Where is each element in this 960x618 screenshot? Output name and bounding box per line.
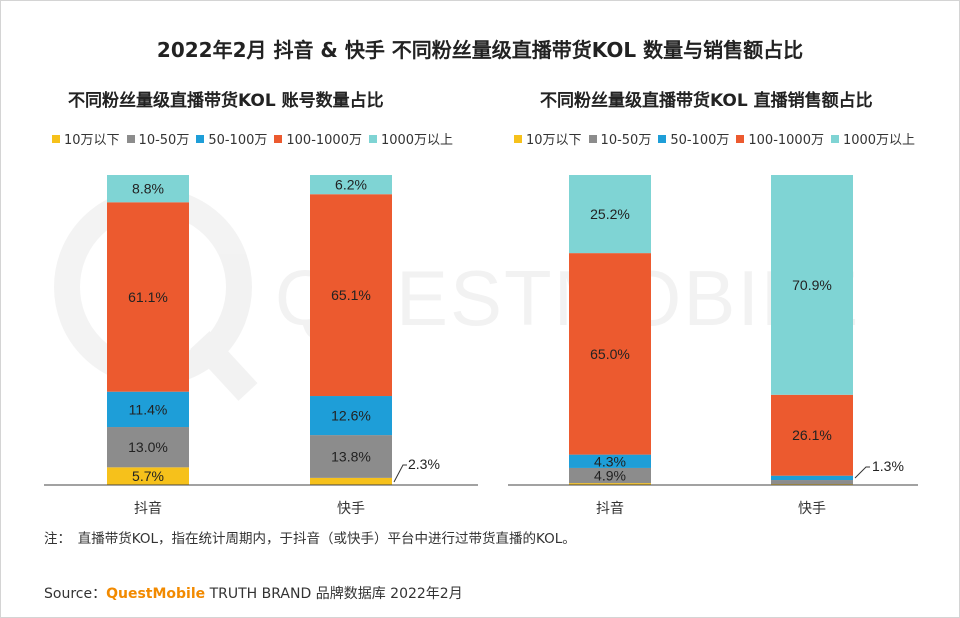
legend-swatch [830, 134, 839, 143]
bar-segment [310, 477, 392, 485]
data-label: 5.7% [132, 468, 164, 484]
source-rest: TRUTH BRAND 品牌数据库 2022年2月 [205, 586, 463, 602]
data-label: 25.2% [590, 206, 630, 222]
right-legend: 10万以下 10-50万 50-100万 100-1000万 1000万以上 [514, 129, 922, 148]
category-label: 抖音 [596, 500, 624, 517]
data-label: 2.3% [408, 456, 440, 472]
data-label: 65.0% [590, 346, 630, 362]
bar-segment [310, 396, 392, 436]
legend-label: 1000万以上 [380, 133, 454, 148]
footnote: 注： 直播带货KOL，指在统计周期内，于抖音（或快手）平台中进行过带货直播的KO… [44, 531, 576, 547]
data-label: 12.6% [331, 408, 371, 424]
source-brand: QuestMobile [106, 586, 206, 602]
leader-line [393, 464, 407, 483]
data-label: 8.8% [132, 181, 164, 197]
legend-item: 50-100万 [658, 129, 729, 148]
legend-swatch [514, 134, 522, 143]
legend-label: 50-100万 [208, 133, 268, 148]
bar-segment [771, 475, 853, 481]
legend-swatch [126, 134, 135, 143]
legend-label: 10万以下 [64, 133, 120, 148]
legend-swatch [274, 134, 283, 143]
left-legend: 10万以下 10-50万 50-100万 100-1000万 1000万以上 [52, 129, 460, 148]
legend-label: 10-50万 [600, 133, 652, 148]
bar-segment [107, 175, 189, 203]
legend-label: 10万以下 [526, 133, 582, 148]
bar-segment [310, 435, 392, 478]
data-label: 61.1% [128, 289, 168, 305]
legend-item: 50-100万 [196, 129, 267, 148]
category-label: 抖音 [134, 500, 162, 517]
legend-item: 10-50万 [126, 129, 190, 148]
bar-segment [569, 454, 651, 468]
legend-swatch [368, 134, 377, 143]
legend-item: 1000万以上 [830, 129, 916, 148]
bar-segment [569, 253, 651, 455]
legend-swatch [588, 134, 597, 143]
legend-item: 100-1000万 [274, 129, 362, 148]
data-label: 4.3% [594, 453, 626, 469]
data-label: 1.3% [872, 458, 904, 474]
legend-swatch [658, 134, 667, 143]
legend-item: 10万以下 [52, 129, 120, 148]
legend-swatch [52, 134, 60, 143]
data-label: 13.8% [331, 448, 371, 464]
legend-swatch [736, 134, 745, 143]
bar-segment [569, 483, 651, 485]
legend-label: 100-1000万 [748, 133, 824, 148]
bar-segment [569, 467, 651, 484]
bar-segment [569, 175, 651, 254]
bar-segment [107, 467, 189, 485]
bar-segment [107, 202, 189, 392]
legend-label: 50-100万 [670, 133, 730, 148]
bar-segment [771, 480, 853, 485]
legend-label: 100-1000万 [286, 133, 362, 148]
legend-swatch [196, 134, 205, 143]
legend-item: 1000万以上 [368, 129, 454, 148]
bar-segment [771, 175, 853, 395]
data-label: 13.0% [128, 439, 168, 455]
data-label: 70.9% [792, 277, 832, 293]
main-title: 2022年2月 抖音 & 快手 不同粉丝量级直播带货KOL 数量与销售额占比 [156, 38, 804, 62]
source-prefix: Source： [44, 586, 107, 602]
bar-segment [310, 194, 392, 397]
bar-segment [107, 391, 189, 428]
category-label: 快手 [798, 501, 826, 517]
bar-segment [771, 394, 853, 476]
left-panel-title: 不同粉丝量级直播带货KOL 账号数量占比 [68, 91, 384, 111]
data-label: 4.9% [594, 468, 626, 484]
bar-segment [107, 427, 189, 468]
legend-item: 10万以下 [514, 129, 582, 148]
legend-item: 100-1000万 [736, 129, 824, 148]
category-label: 快手 [337, 501, 365, 517]
legend-label: 1000万以上 [842, 133, 916, 148]
legend-item: 10-50万 [588, 129, 652, 148]
right-panel-title: 不同粉丝量级直播带货KOL 直播销售额占比 [540, 91, 873, 111]
legend-label: 10-50万 [138, 133, 190, 148]
source-line: Source：QuestMobile TRUTH BRAND 品牌数据库 202… [44, 583, 463, 603]
data-label: 26.1% [792, 427, 832, 443]
data-label: 65.1% [331, 287, 371, 303]
data-label: 6.2% [335, 177, 367, 193]
leader-line [854, 466, 870, 479]
data-label: 11.4% [129, 401, 168, 417]
bar-segment [310, 175, 392, 195]
